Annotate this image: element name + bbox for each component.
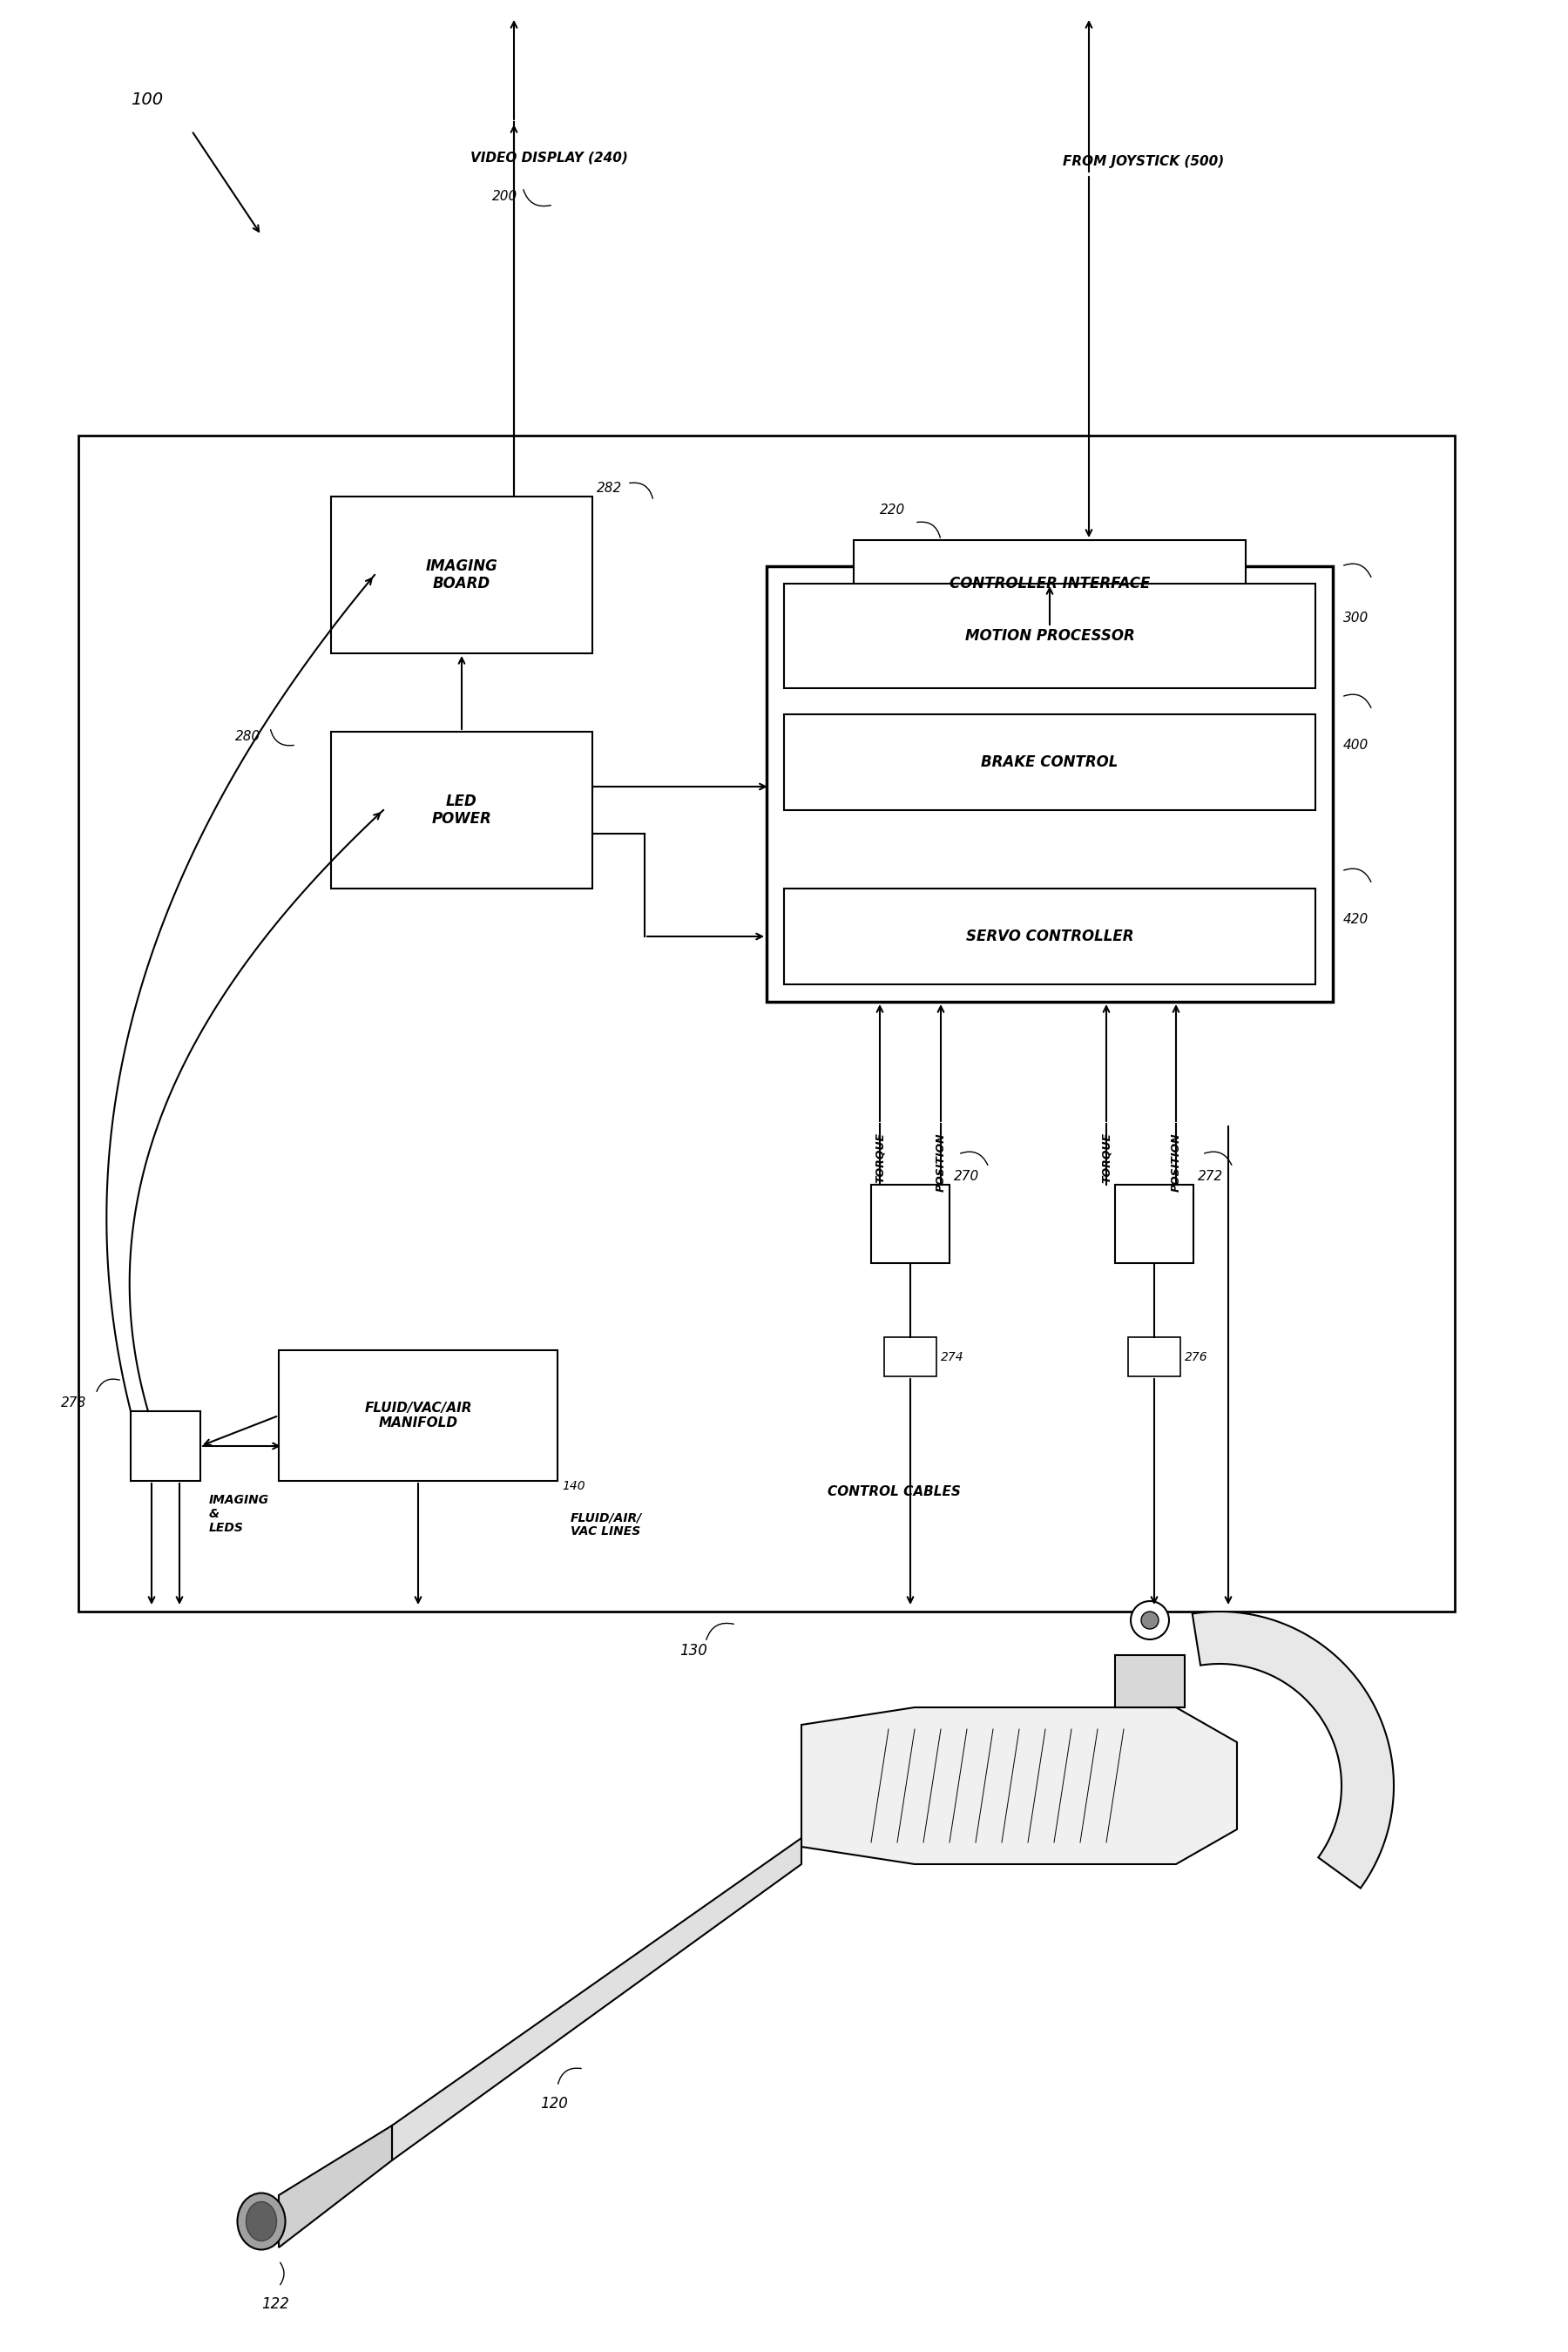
Text: 300: 300 bbox=[1344, 612, 1369, 626]
FancyBboxPatch shape bbox=[784, 583, 1316, 689]
Text: 122: 122 bbox=[262, 2296, 289, 2312]
Text: POSITION: POSITION bbox=[1170, 1131, 1182, 1192]
FancyBboxPatch shape bbox=[1115, 1185, 1193, 1263]
Text: FLUID/VAC/AIR
MANIFOLD: FLUID/VAC/AIR MANIFOLD bbox=[364, 1402, 472, 1430]
Text: 274: 274 bbox=[941, 1350, 964, 1362]
FancyBboxPatch shape bbox=[279, 1350, 558, 1482]
FancyBboxPatch shape bbox=[872, 1185, 950, 1263]
FancyBboxPatch shape bbox=[331, 496, 593, 654]
Text: 280: 280 bbox=[235, 729, 260, 743]
Text: SERVO CONTROLLER: SERVO CONTROLLER bbox=[966, 929, 1134, 943]
Text: TORQUE: TORQUE bbox=[875, 1131, 886, 1183]
Text: TORQUE: TORQUE bbox=[1101, 1131, 1112, 1183]
Text: CONTROLLER INTERFACE: CONTROLLER INTERFACE bbox=[949, 576, 1149, 590]
Text: 282: 282 bbox=[597, 482, 622, 494]
FancyBboxPatch shape bbox=[884, 1338, 936, 1376]
Text: LED
POWER: LED POWER bbox=[431, 793, 492, 828]
Text: 278: 278 bbox=[61, 1397, 86, 1409]
Ellipse shape bbox=[246, 2201, 276, 2241]
Text: IMAGING
&
LEDS: IMAGING & LEDS bbox=[209, 1494, 270, 1534]
Text: 272: 272 bbox=[1198, 1169, 1223, 1183]
Ellipse shape bbox=[237, 2192, 285, 2249]
Text: 200: 200 bbox=[492, 191, 517, 202]
Text: VIDEO DISPLAY (240): VIDEO DISPLAY (240) bbox=[470, 151, 627, 165]
Text: 120: 120 bbox=[539, 2096, 568, 2112]
Text: 100: 100 bbox=[130, 92, 163, 108]
FancyBboxPatch shape bbox=[767, 567, 1333, 1002]
FancyBboxPatch shape bbox=[331, 731, 593, 889]
Text: BRAKE CONTROL: BRAKE CONTROL bbox=[982, 755, 1118, 769]
FancyBboxPatch shape bbox=[1115, 1656, 1185, 1708]
Circle shape bbox=[1142, 1611, 1159, 1630]
Text: CONTROL CABLES: CONTROL CABLES bbox=[828, 1484, 961, 1498]
FancyBboxPatch shape bbox=[130, 1411, 201, 1482]
Text: 270: 270 bbox=[953, 1169, 980, 1183]
Text: MOTION PROCESSOR: MOTION PROCESSOR bbox=[964, 628, 1135, 644]
Text: 276: 276 bbox=[1185, 1350, 1207, 1362]
Text: 400: 400 bbox=[1344, 739, 1369, 750]
FancyBboxPatch shape bbox=[853, 541, 1245, 628]
Text: 130: 130 bbox=[679, 1644, 707, 1658]
Text: 220: 220 bbox=[880, 503, 905, 517]
Text: IMAGING
BOARD: IMAGING BOARD bbox=[425, 557, 497, 593]
FancyBboxPatch shape bbox=[1127, 1338, 1181, 1376]
Text: 420: 420 bbox=[1344, 913, 1369, 927]
FancyBboxPatch shape bbox=[78, 435, 1455, 1611]
Polygon shape bbox=[392, 1837, 801, 2161]
Text: FROM JOYSTICK (500): FROM JOYSTICK (500) bbox=[1063, 155, 1225, 167]
FancyBboxPatch shape bbox=[784, 889, 1316, 985]
Text: FLUID/AIR/
VAC LINES: FLUID/AIR/ VAC LINES bbox=[571, 1512, 643, 1538]
Text: POSITION: POSITION bbox=[935, 1131, 947, 1192]
Circle shape bbox=[1131, 1602, 1170, 1639]
Text: 140: 140 bbox=[561, 1479, 585, 1491]
Polygon shape bbox=[279, 2126, 392, 2249]
Polygon shape bbox=[801, 1708, 1237, 1865]
FancyBboxPatch shape bbox=[784, 715, 1316, 809]
Polygon shape bbox=[1192, 1611, 1394, 1889]
